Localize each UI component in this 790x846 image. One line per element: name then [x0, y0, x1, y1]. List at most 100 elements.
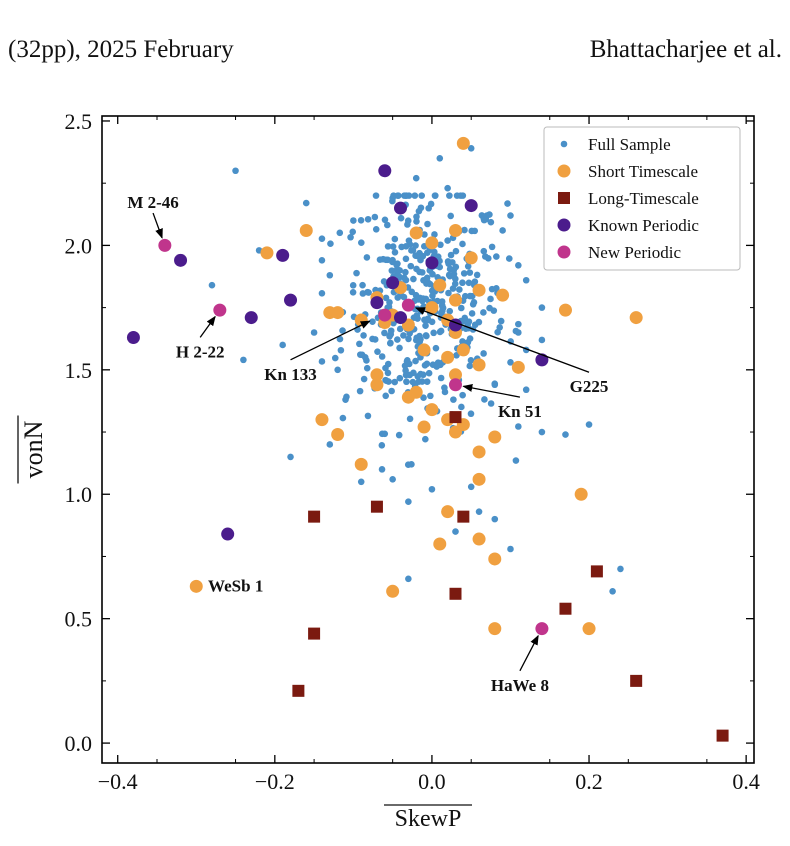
- full-sample-point: [423, 378, 431, 385]
- full-sample-point: [400, 293, 408, 301]
- annotation-label: WeSb 1: [208, 576, 263, 595]
- long-timescale-point: [292, 684, 305, 697]
- full-sample-point: [562, 431, 569, 438]
- full-sample-point: [486, 304, 493, 312]
- author-line: Bhattacharjee et al.: [589, 36, 782, 63]
- short-point: [260, 246, 274, 260]
- full-sample-point: [445, 289, 452, 297]
- legend-box: [543, 126, 741, 271]
- full-sample-series: [208, 145, 624, 595]
- full-sample-point: [374, 348, 381, 355]
- short-point: [299, 223, 313, 237]
- full-sample-point: [302, 199, 310, 207]
- known-point: [394, 311, 408, 325]
- full-sample-point: [347, 233, 354, 241]
- long-timescale-point: [559, 602, 572, 615]
- full-sample-point: [488, 243, 496, 251]
- short-point: [417, 343, 431, 357]
- full-sample-point: [318, 257, 326, 264]
- known-point: [284, 293, 298, 307]
- full-sample-point: [415, 207, 423, 215]
- full-sample-point: [422, 435, 429, 443]
- long-timescale-point: [449, 411, 462, 424]
- full-sample-point: [422, 322, 429, 330]
- full-sample-point: [466, 292, 474, 300]
- full-sample-point: [429, 292, 436, 300]
- full-sample-point: [372, 192, 380, 199]
- plot-frame: [101, 115, 755, 764]
- full-sample-point: [405, 237, 413, 244]
- short-point: [464, 251, 478, 265]
- y-axis-label: vonN: [19, 420, 48, 478]
- full-sample-point: [538, 428, 546, 436]
- full-sample-point: [402, 192, 410, 199]
- short-point: [425, 236, 439, 250]
- new-point: [213, 303, 227, 317]
- full-sample-point: [394, 192, 402, 199]
- short-point: [189, 579, 203, 593]
- x-axis-label: SkewP: [395, 806, 462, 832]
- short-point: [370, 378, 384, 392]
- full-sample-point: [480, 309, 487, 316]
- full-sample-point: [488, 285, 496, 293]
- full-sample-point: [421, 361, 429, 369]
- legend: Full Sample Short Timescale Long-Timescale…: [543, 126, 741, 271]
- full-sample-point: [350, 217, 357, 224]
- full-sample-point: [310, 329, 318, 336]
- full-sample-point: [515, 423, 522, 430]
- full-sample-point: [396, 267, 404, 274]
- full-sample-point: [468, 310, 476, 317]
- full-sample-point: [394, 336, 401, 343]
- full-sample-point: [326, 271, 334, 279]
- full-sample-point: [504, 200, 511, 207]
- new-point: [535, 622, 549, 636]
- full-sample-point: [402, 255, 410, 263]
- full-sample-point: [499, 227, 506, 234]
- full-sample-point: [327, 240, 334, 248]
- full-sample-point: [466, 269, 474, 276]
- full-sample-point: [609, 587, 616, 595]
- short-point: [472, 532, 486, 546]
- long-timescale-series: [292, 411, 729, 742]
- full-sample-point: [478, 212, 486, 219]
- full-sample-point: [361, 354, 369, 361]
- legend-label-short: Short Timescale: [588, 162, 698, 181]
- full-sample-point: [617, 565, 624, 573]
- short-point: [558, 303, 572, 317]
- full-sample-point: [467, 410, 475, 418]
- short-point: [472, 445, 486, 459]
- short-point: [472, 472, 486, 486]
- known-point: [244, 311, 258, 325]
- full-sample-point: [468, 227, 476, 235]
- full-sample-point: [381, 329, 388, 337]
- full-sample-point: [487, 400, 495, 407]
- full-sample-point: [360, 375, 368, 383]
- full-sample-point: [407, 262, 415, 270]
- short-point: [401, 390, 415, 404]
- full-sample-point: [430, 329, 437, 337]
- full-sample-point: [353, 269, 360, 277]
- full-sample-point: [437, 241, 444, 249]
- full-sample-point: [389, 194, 396, 202]
- full-sample-point: [378, 353, 386, 360]
- full-sample-point: [461, 226, 468, 234]
- full-sample-point: [428, 287, 436, 295]
- full-sample-point: [515, 320, 522, 328]
- legend-label-long: Long-Timescale: [588, 189, 699, 208]
- legend-marker-full: [560, 140, 568, 148]
- full-sample-point: [356, 387, 364, 395]
- known-periodic-series: [126, 164, 549, 541]
- full-sample-point: [363, 254, 371, 261]
- short-point: [472, 283, 486, 297]
- y-tick-label: 2.5: [65, 109, 93, 134]
- full-sample-point: [436, 155, 444, 162]
- full-sample-point: [505, 255, 513, 262]
- full-sample-point: [337, 346, 345, 354]
- full-sample-point: [358, 239, 365, 246]
- full-sample-point: [318, 290, 326, 297]
- full-sample-point: [450, 396, 457, 403]
- short-point: [370, 368, 384, 382]
- full-sample-point: [363, 364, 371, 372]
- full-sample-point: [413, 218, 420, 225]
- full-sample-point: [466, 362, 474, 370]
